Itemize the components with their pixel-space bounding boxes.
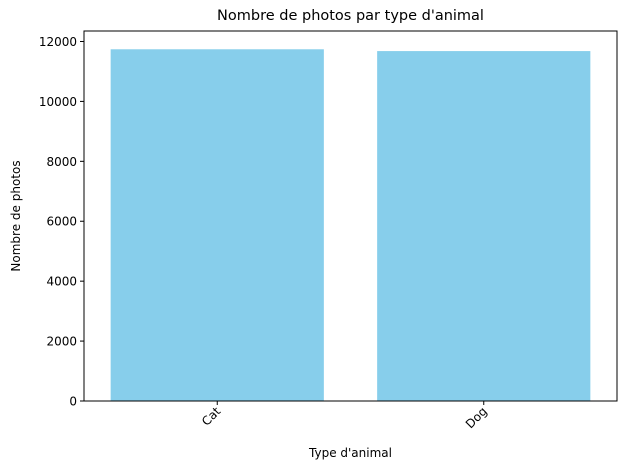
y-tick-label: 12000 — [39, 35, 77, 49]
y-tick-label: 4000 — [46, 275, 77, 289]
y-tick-label: 10000 — [39, 95, 77, 109]
y-tick-label: 6000 — [46, 215, 77, 229]
y-axis: 0 2000 4000 6000 8000 10000 12000 — [39, 35, 84, 409]
y-tick-label: 8000 — [46, 155, 77, 169]
x-axis-label: Type d'animal — [308, 446, 392, 460]
y-tick-label: 2000 — [46, 335, 77, 349]
bar-cat — [110, 49, 324, 402]
y-tick-label: 0 — [69, 395, 77, 409]
y-axis-label: Nombre de photos — [9, 160, 23, 271]
bar-dog — [377, 51, 591, 401]
bars-group — [110, 49, 591, 402]
chart-title: Nombre de photos par type d'animal — [217, 8, 484, 24]
plot-frame — [83, 30, 618, 402]
